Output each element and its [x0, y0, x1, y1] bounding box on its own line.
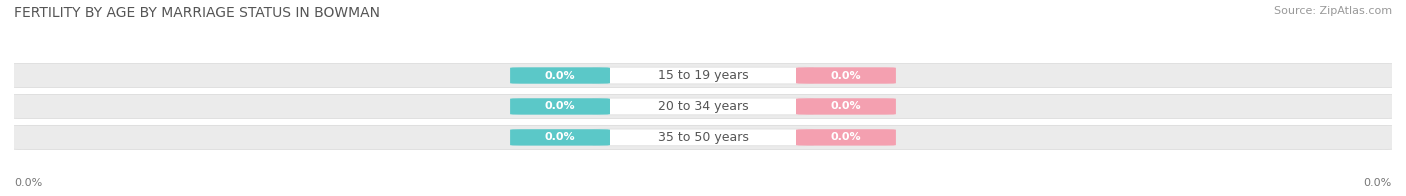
FancyBboxPatch shape [7, 94, 1399, 119]
FancyBboxPatch shape [593, 129, 813, 146]
Legend: Married, Unmarried: Married, Unmarried [626, 193, 780, 196]
Text: 0.0%: 0.0% [831, 102, 862, 112]
Text: 0.0%: 0.0% [831, 71, 862, 81]
FancyBboxPatch shape [593, 98, 813, 115]
Text: 20 to 34 years: 20 to 34 years [658, 100, 748, 113]
FancyBboxPatch shape [510, 98, 610, 115]
FancyBboxPatch shape [7, 64, 1399, 88]
Text: Source: ZipAtlas.com: Source: ZipAtlas.com [1274, 6, 1392, 16]
FancyBboxPatch shape [796, 129, 896, 146]
Text: 0.0%: 0.0% [14, 178, 42, 188]
FancyBboxPatch shape [7, 125, 1399, 150]
Text: 15 to 19 years: 15 to 19 years [658, 69, 748, 82]
Text: 0.0%: 0.0% [831, 132, 862, 142]
Text: 0.0%: 0.0% [544, 132, 575, 142]
FancyBboxPatch shape [593, 67, 813, 84]
FancyBboxPatch shape [796, 67, 896, 84]
Text: 0.0%: 0.0% [1364, 178, 1392, 188]
Text: 0.0%: 0.0% [544, 71, 575, 81]
Text: 35 to 50 years: 35 to 50 years [658, 131, 748, 144]
FancyBboxPatch shape [510, 129, 610, 146]
Text: FERTILITY BY AGE BY MARRIAGE STATUS IN BOWMAN: FERTILITY BY AGE BY MARRIAGE STATUS IN B… [14, 6, 380, 20]
Text: 0.0%: 0.0% [544, 102, 575, 112]
FancyBboxPatch shape [796, 98, 896, 115]
FancyBboxPatch shape [510, 67, 610, 84]
